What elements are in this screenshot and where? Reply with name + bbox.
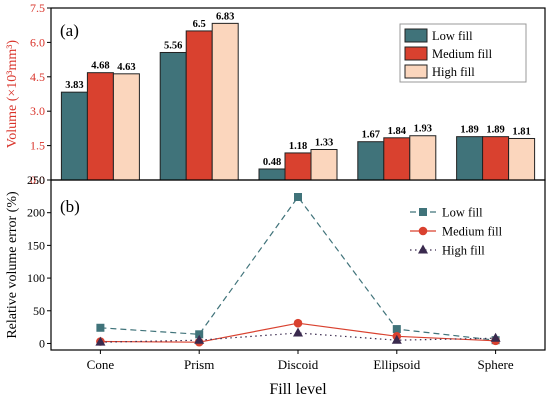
data-label: 1.18 <box>289 141 307 152</box>
x-tick-label-ellipsoid: Ellipsoid <box>373 357 420 372</box>
data-label: 1.84 <box>388 126 407 137</box>
legend-label-medium-fill: Medium fill <box>432 47 493 61</box>
bar-low-fill-sphere <box>456 136 484 181</box>
legend-swatch-medium-fill <box>404 46 428 61</box>
data-label: 1.67 <box>362 130 380 141</box>
x-tick-label-cone: Cone <box>87 357 115 372</box>
bar-medium-fill-sphere <box>482 136 510 181</box>
legend-label-high-fill: High fill <box>442 244 485 258</box>
y-tick-label-a: 4.5 <box>30 70 45 84</box>
x-tick-label-discoid: Discoid <box>278 357 319 372</box>
point-high-fill-ellipsoid <box>391 334 402 344</box>
point-low-fill-cone <box>96 323 105 332</box>
legend-label-low-fill: Low fill <box>432 29 473 43</box>
y-tick-label-b: 100 <box>27 271 45 285</box>
point-low-fill-ellipsoid <box>392 325 401 334</box>
y-tick-label-b: 200 <box>27 206 45 220</box>
legend-swatch-high-fill <box>404 64 428 79</box>
y-tick-label-b: 250 <box>27 173 45 187</box>
x-axis-label: Fill level <box>269 381 327 398</box>
series-line-high-fill <box>100 332 496 343</box>
y-tick-label-a: 6.0 <box>30 35 45 49</box>
data-label: 4.63 <box>117 62 135 73</box>
legend-marker-high-fill <box>418 244 428 254</box>
data-label: 1.81 <box>512 126 530 137</box>
data-label: 4.68 <box>91 61 109 72</box>
legend-marker-medium-fill <box>418 226 428 236</box>
point-high-fill-prism <box>194 334 205 344</box>
series-line-low-fill <box>100 195 496 341</box>
legend-marker-low-fill <box>419 208 427 216</box>
bar-low-fill-ellipsoid <box>357 141 385 181</box>
panel-label-b: (b) <box>60 197 80 216</box>
panel-a-bar-chart: 0.0 1.5 3.0 4.5 6.0 7.5 3.83 4.68 4.63 5.56 6.5 6.8… <box>5 1 546 187</box>
bar-low-fill-discoid <box>258 168 286 181</box>
data-label: 5.56 <box>164 40 182 51</box>
data-label: 6.5 <box>193 19 206 30</box>
point-high-fill-sphere <box>490 332 501 342</box>
data-label: 1.89 <box>460 125 478 136</box>
shared-x-axis: Cone Prism Discoid Ellipsoid Sphere Fill leve… <box>87 350 514 398</box>
bar-high-fill-ellipsoid <box>409 135 437 181</box>
legend-label-medium-fill: Medium fill <box>442 225 503 239</box>
bar-high-fill-cone <box>112 73 140 181</box>
bar-medium-fill-discoid <box>284 152 312 181</box>
point-low-fill-discoid <box>294 193 302 201</box>
data-label: 3.83 <box>65 80 83 91</box>
bar-low-fill-cone <box>60 91 88 181</box>
legend-label-low-fill: Low fill <box>442 206 483 220</box>
y-tick-label-b: 150 <box>27 238 45 252</box>
data-label: 1.89 <box>486 125 504 136</box>
y-axis-label-a: Volume (×10³mm³) <box>5 40 20 149</box>
bar-medium-fill-ellipsoid <box>383 137 411 181</box>
data-label: 1.93 <box>414 124 432 135</box>
x-tick-label-prism: Prism <box>184 357 214 372</box>
bar-low-fill-prism <box>159 51 187 181</box>
y-axis-label-b: Relative volume error (%) <box>5 191 20 339</box>
y-tick-label-b: 50 <box>33 304 45 318</box>
legend-swatch-low-fill <box>404 28 428 43</box>
y-tick-label-a: 7.5 <box>30 1 45 15</box>
legend-b: Low fill Medium fill High fill <box>410 206 503 258</box>
point-medium-fill-discoid <box>293 318 303 328</box>
y-tick-label-a: 1.5 <box>30 139 45 153</box>
y-tick-label-a: 3.0 <box>30 104 45 118</box>
bar-high-fill-prism <box>211 22 239 181</box>
data-label: 6.83 <box>216 11 234 22</box>
legend-a: Low fill Medium fill High fill <box>399 23 527 83</box>
panel-label-a: (a) <box>60 21 79 40</box>
x-tick-label-sphere: Sphere <box>478 357 514 372</box>
legend-label-high-fill: High fill <box>432 65 475 79</box>
y-tick-label-a: 0.0 <box>30 173 45 187</box>
bar-medium-fill-prism <box>185 30 213 181</box>
point-low-fill-prism <box>195 330 204 339</box>
y-tick-label-b: 0 <box>39 336 45 350</box>
panel-b-line-chart: 0 50 100 150 200 250 Relative volume error (%)… <box>5 173 546 351</box>
point-high-fill-discoid <box>293 327 303 337</box>
bar-high-fill-discoid <box>310 148 338 181</box>
data-label: 1.33 <box>315 137 333 148</box>
point-high-fill-cone <box>95 336 106 346</box>
data-label: 0.48 <box>263 157 281 168</box>
bar-high-fill-sphere <box>508 137 536 181</box>
bar-medium-fill-cone <box>86 72 114 181</box>
